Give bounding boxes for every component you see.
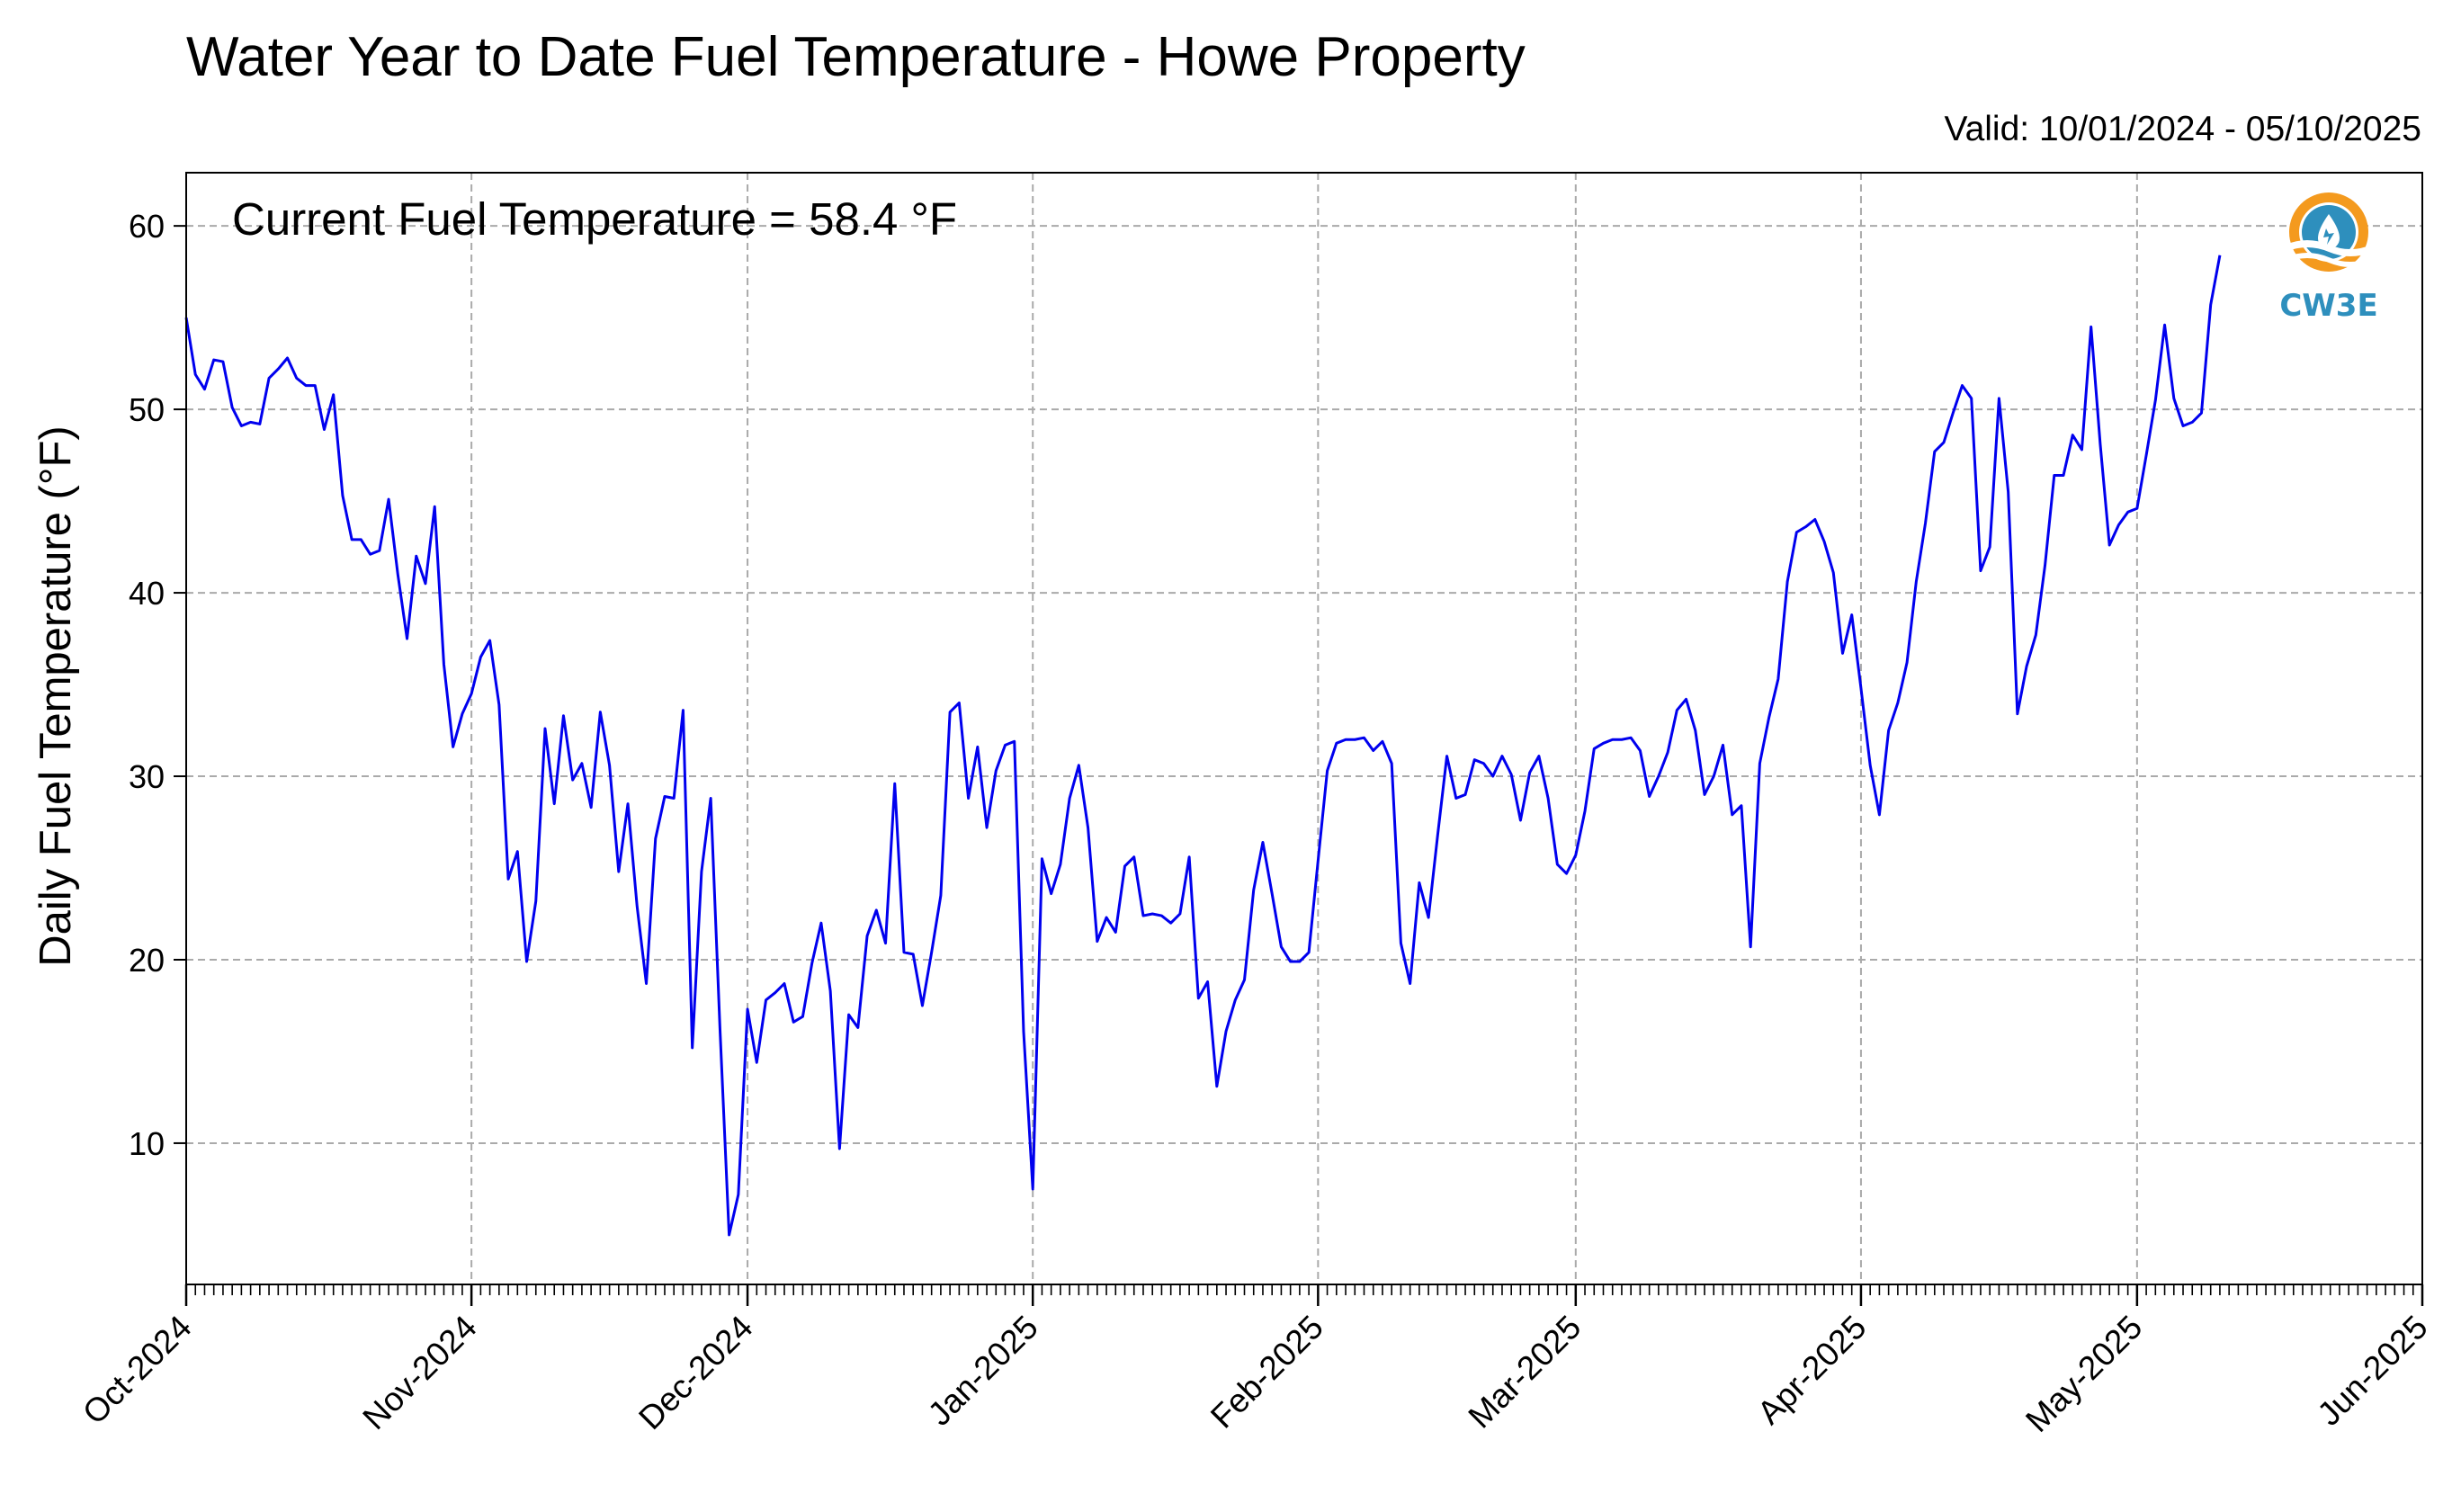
current-temperature-annotation: Current Fuel Temperature = 58.4 °F — [232, 193, 957, 245]
y-tick-label: 40 — [129, 575, 165, 612]
y-tick-label: 20 — [129, 942, 165, 979]
x-tick-label: Dec-2024 — [631, 1309, 759, 1436]
x-tick-label: Mar-2025 — [1461, 1309, 1588, 1436]
valid-date-range: Valid: 10/01/2024 - 05/10/2025 — [1944, 110, 2421, 148]
gridlines — [186, 173, 2422, 1284]
plot-frame — [185, 172, 2423, 1285]
y-tick-label: 60 — [129, 208, 165, 245]
series-line-0 — [184, 255, 2222, 1237]
chart-title: Water Year to Date Fuel Temperature - Ho… — [186, 26, 1526, 88]
y-tick-label: 10 — [129, 1125, 165, 1162]
logo-drop-icon — [2318, 214, 2340, 249]
logo-text: CW3E — [2279, 288, 2377, 324]
y-tick-label: 30 — [129, 758, 165, 795]
x-tick-label: Feb-2025 — [1204, 1309, 1330, 1436]
x-tick-label: Jun-2025 — [2311, 1309, 2435, 1433]
x-tick-label: May-2025 — [2018, 1309, 2149, 1439]
x-tick-label: Jan-2025 — [921, 1309, 1045, 1433]
x-tick-label: Apr-2025 — [1750, 1309, 1874, 1432]
x-tick-label: Nov-2024 — [355, 1309, 483, 1436]
y-tick-label: 50 — [129, 391, 165, 428]
cw3e-logo: CW3E — [2279, 192, 2378, 324]
axes: 10 20 30 40 50 60 Oct-2024 Nov-2024 Dec-2024 Jan-… — [76, 172, 2435, 1439]
x-tick-label: Oct-2024 — [76, 1309, 199, 1432]
series-layer — [184, 255, 2222, 1237]
